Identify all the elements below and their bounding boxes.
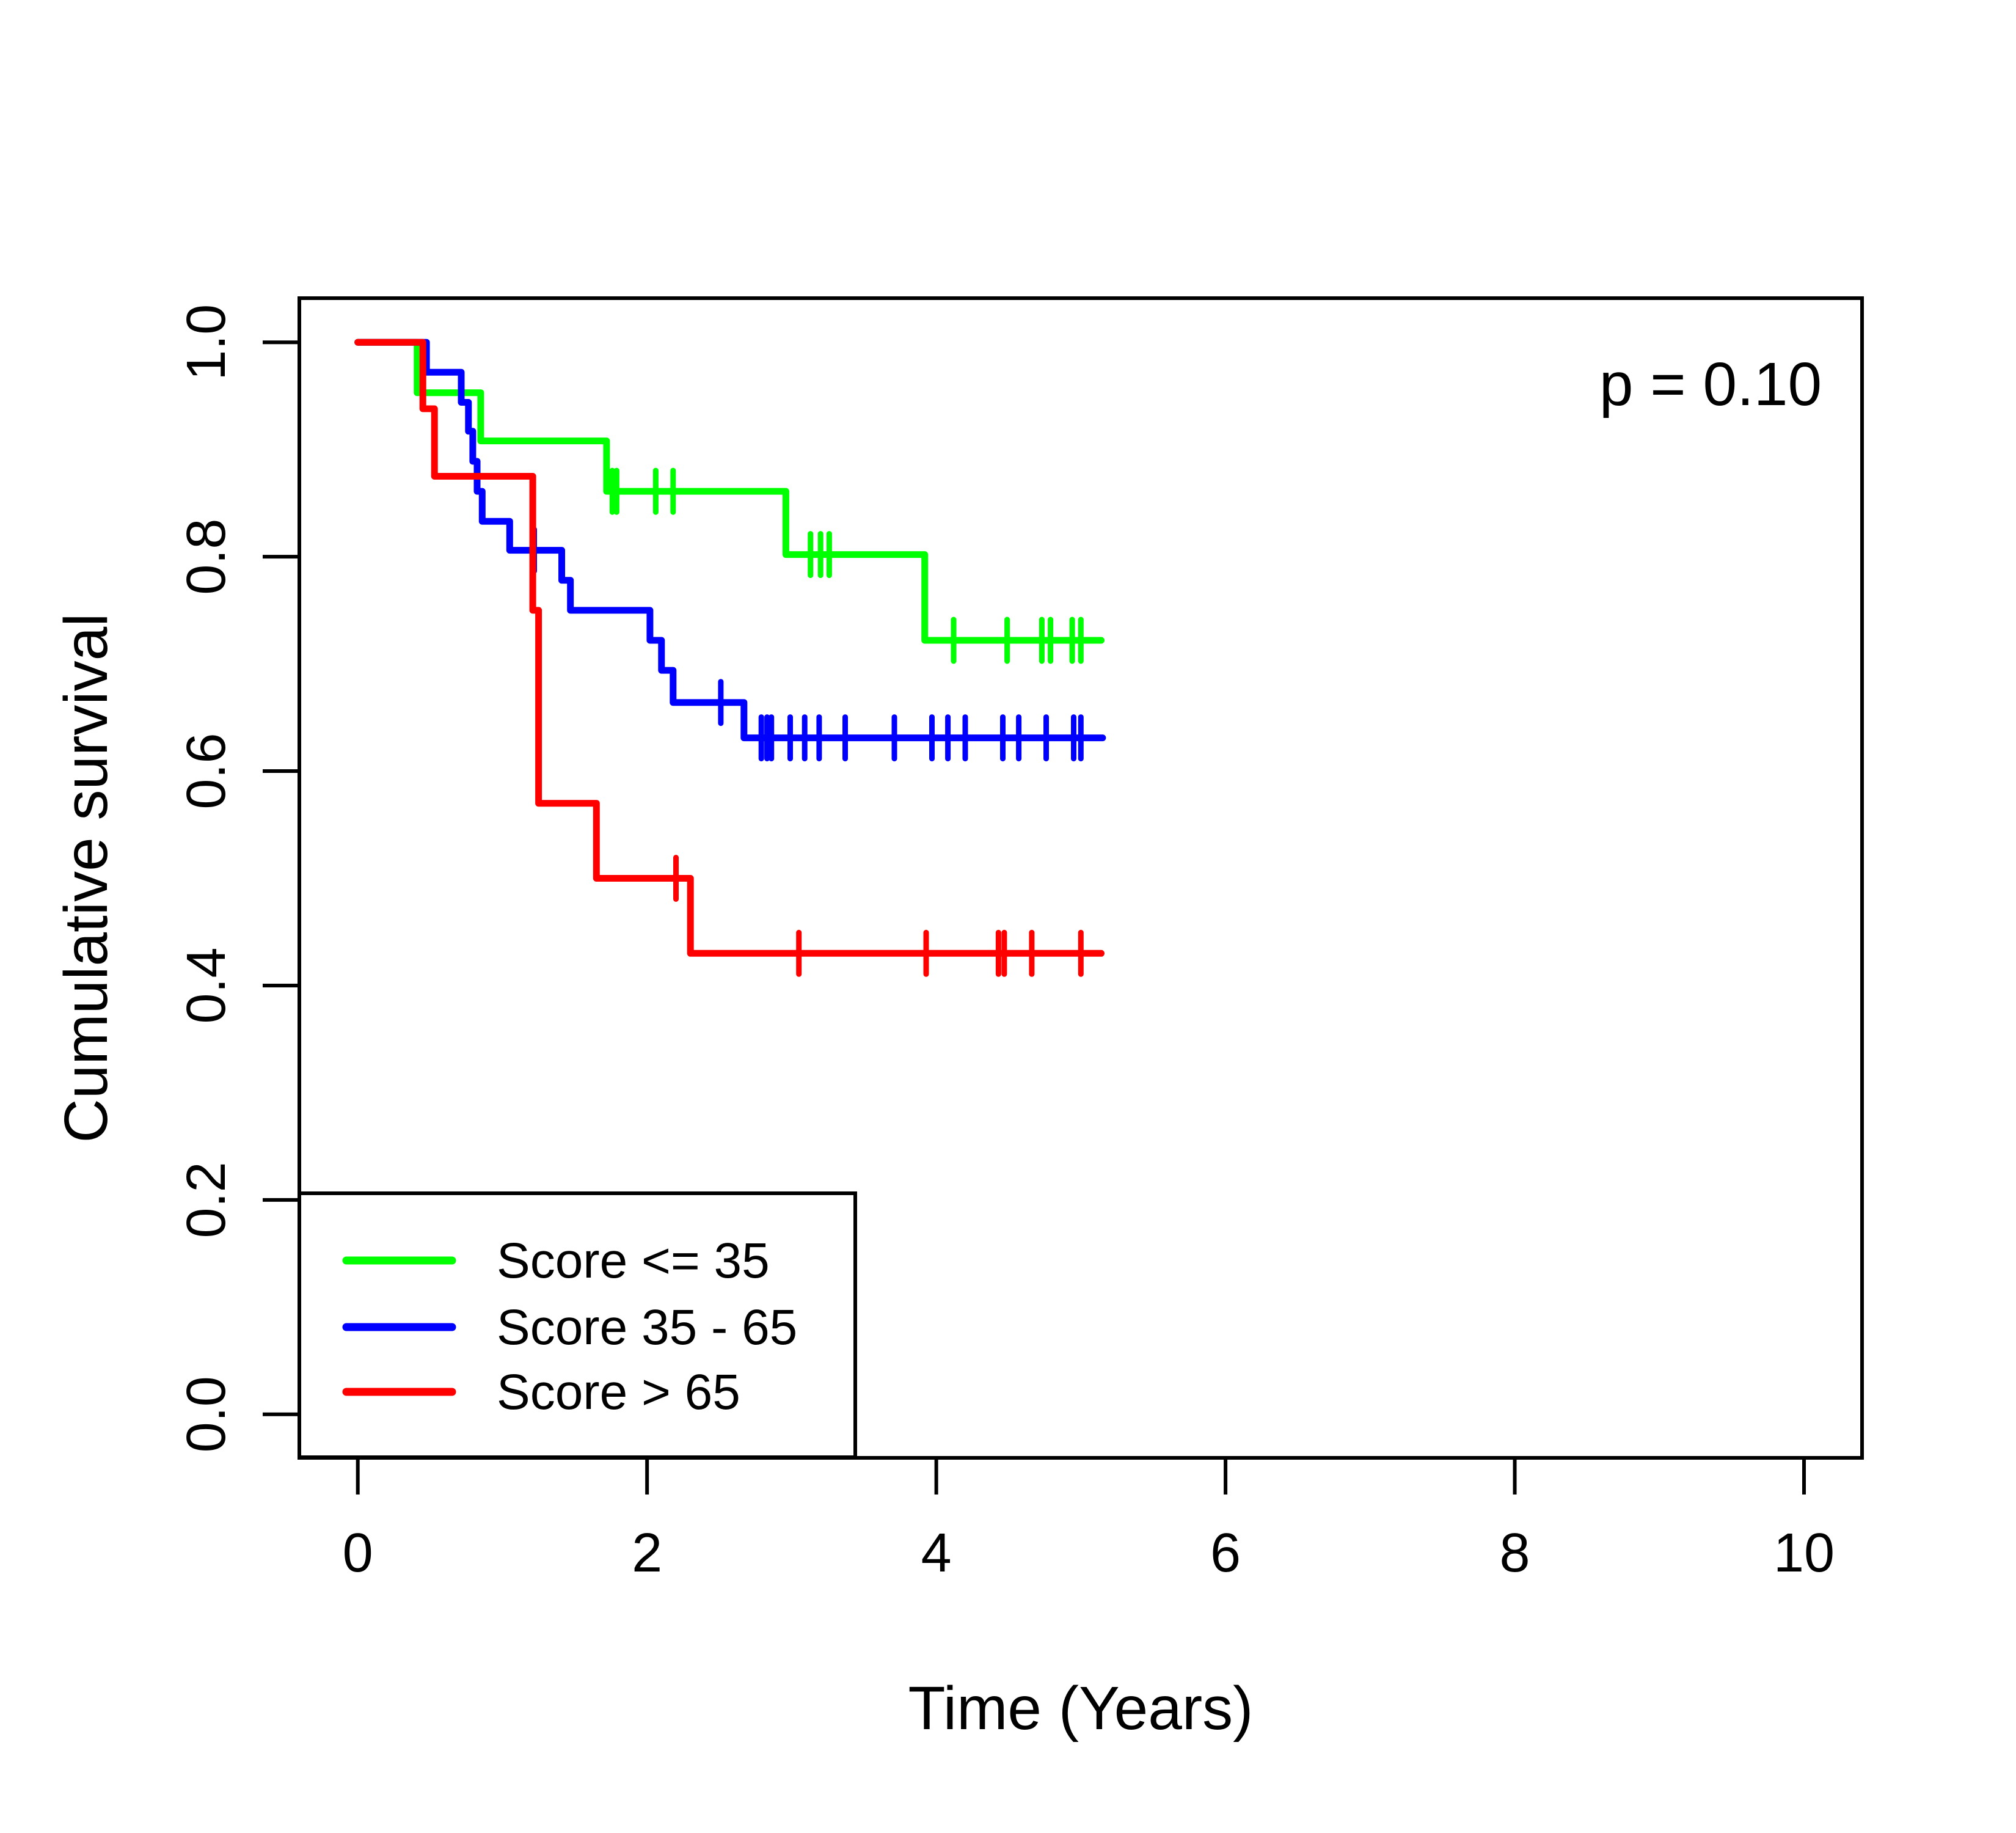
- y-tick-label-0.2: 0.2: [176, 1162, 237, 1238]
- x-tick-label-10: 10: [1773, 1523, 1835, 1584]
- x-tick-label-8: 8: [1500, 1523, 1530, 1584]
- x-tick-label-2: 2: [632, 1523, 662, 1584]
- y-axis-title: Cumulative survival: [52, 613, 120, 1143]
- legend-label-score-35-65: Score 35 - 65: [497, 1300, 797, 1355]
- legend: Score <= 35 Score 35 - 65 Score > 65: [298, 1191, 857, 1459]
- y-tick-label-0.4: 0.4: [176, 947, 237, 1023]
- x-tick-label-6: 6: [1210, 1523, 1241, 1584]
- y-tick-label-1.0: 1.0: [176, 304, 237, 381]
- y-tick-label-0.8: 0.8: [176, 519, 237, 595]
- survival-curve-score-35-65: [354, 338, 1106, 742]
- legend-label-score-gt-65: Score > 65: [497, 1364, 740, 1420]
- survival-curve-score-35: [354, 338, 1105, 644]
- survival-curves: [354, 338, 1106, 977]
- y-tick-label-0.0: 0.0: [176, 1376, 237, 1452]
- p-value-annotation: p = 0.10: [1599, 350, 1822, 419]
- x-axis-title: Time (Years): [908, 1674, 1254, 1743]
- y-axis: 0.0 0.2 0.4 0.6 0.8 1.0: [176, 304, 299, 1452]
- plot-area-border: [298, 296, 1864, 1460]
- x-axis: 0 2 4 6 8 10: [343, 1458, 1835, 1584]
- legend-label-score-le-35: Score <= 35: [497, 1233, 770, 1289]
- x-tick-label-0: 0: [343, 1523, 373, 1584]
- x-tick-label-4: 4: [921, 1523, 952, 1584]
- y-tick-label-0.6: 0.6: [176, 733, 237, 809]
